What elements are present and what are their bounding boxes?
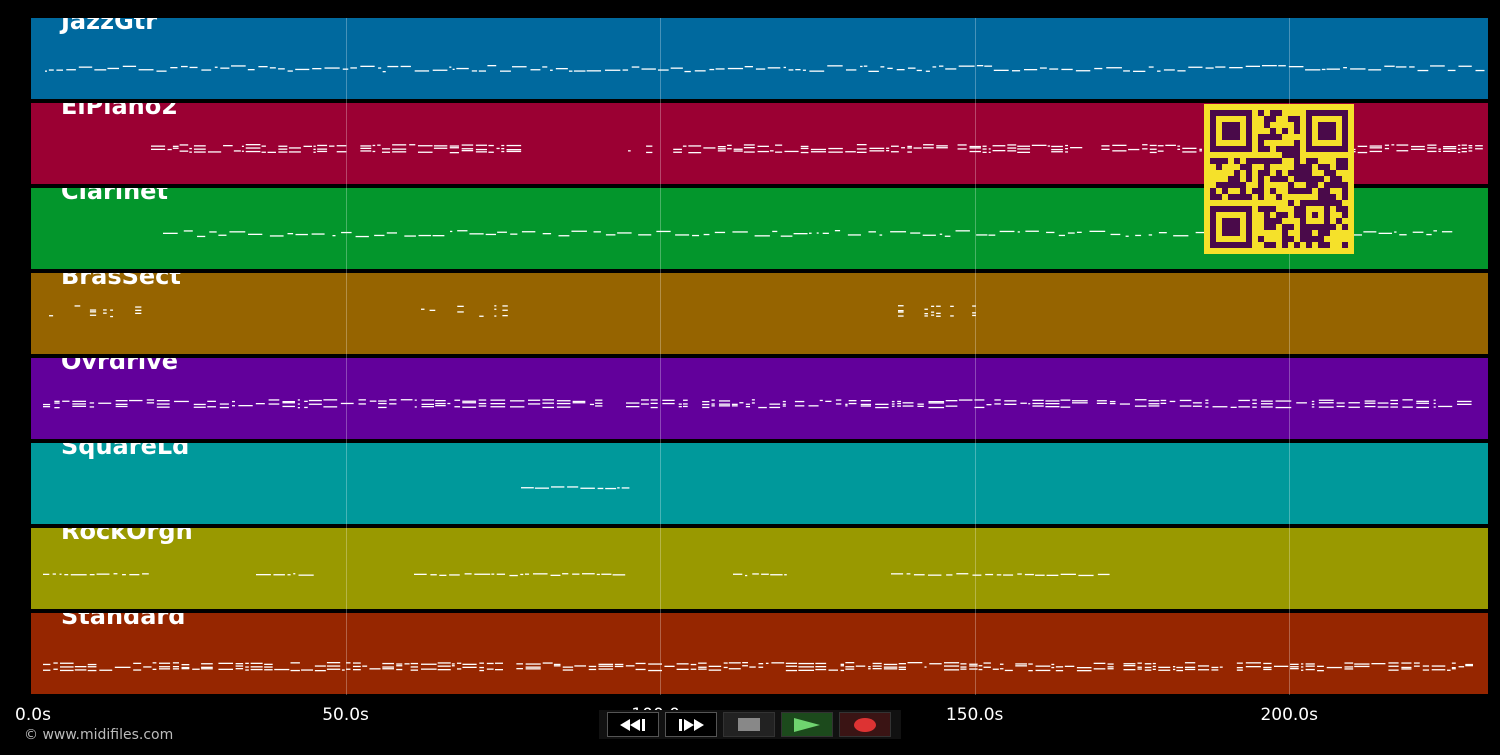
note-pattern [49, 305, 976, 318]
stop-icon [738, 718, 760, 731]
fast-forward-icon [679, 718, 704, 731]
note-pattern [151, 144, 1483, 154]
note-pattern [43, 399, 1472, 409]
tick-label: 200.0s [1260, 705, 1318, 725]
track-lane-ovrdrive[interactable]: Ovrdrive [31, 358, 1488, 439]
note-pattern [163, 230, 1453, 238]
track-lane-squareld[interactable]: SquareLd [31, 443, 1488, 524]
track-lane-brassect[interactable]: BrasSect [31, 273, 1488, 354]
rewind-icon [620, 718, 645, 731]
track-label: ElPiano2 [61, 103, 178, 120]
stop-button[interactable] [723, 712, 775, 737]
track-lane-standard[interactable]: Standard [31, 613, 1488, 694]
qr-code-icon [1204, 104, 1354, 254]
track-lane-jazzgtr[interactable]: JazzGtr [31, 18, 1488, 99]
transport-controls [599, 710, 901, 739]
track-label: Standard [61, 613, 186, 630]
record-icon [854, 717, 876, 732]
track-lane-rockorgn[interactable]: RockOrgn [31, 528, 1488, 609]
play-icon [794, 717, 820, 732]
fast-forward-button[interactable] [665, 712, 717, 737]
play-button[interactable] [781, 712, 833, 737]
track-label: JazzGtr [61, 18, 158, 35]
note-pattern [43, 573, 1110, 577]
tick-label: 0.0s [15, 705, 51, 725]
track-label: SquareLd [61, 443, 190, 460]
track-label: BrasSect [61, 273, 181, 290]
rewind-button[interactable] [607, 712, 659, 737]
note-pattern [43, 662, 1473, 672]
track-label: Ovrdrive [61, 358, 179, 375]
copyright-text: © www.midifiles.com [24, 727, 174, 743]
tick-label: 150.0s [945, 705, 1004, 725]
record-button[interactable] [839, 712, 891, 737]
tick-label: 50.0s [322, 705, 369, 725]
track-label: Clarinet [61, 188, 168, 205]
note-pattern [45, 65, 1485, 73]
piano-roll[interactable]: JazzGtr ElPiano2 Clarinet BrasSect Ovrdr… [31, 18, 1488, 695]
note-pattern [521, 486, 630, 490]
track-label: RockOrgn [61, 528, 193, 545]
